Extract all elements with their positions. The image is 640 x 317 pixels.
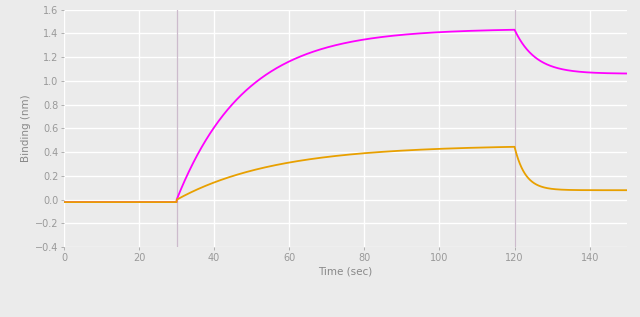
Y-axis label: Binding (nm): Binding (nm) <box>20 94 31 162</box>
X-axis label: Time (sec): Time (sec) <box>319 267 372 277</box>
